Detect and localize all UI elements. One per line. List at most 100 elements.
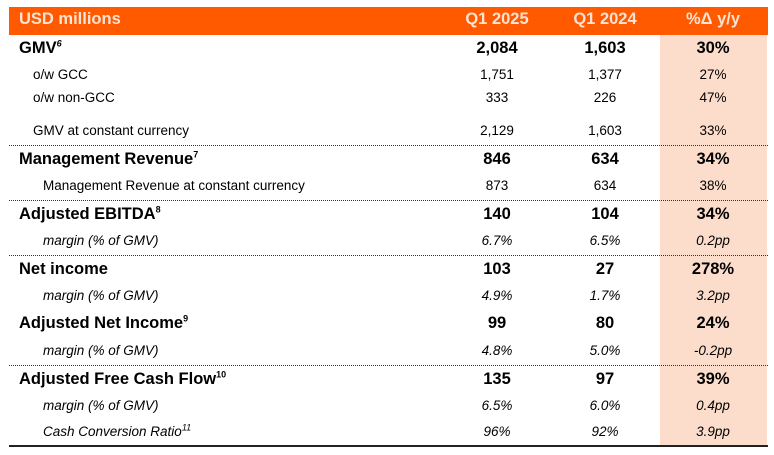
value-q1-2024: 1,603 [584,39,626,57]
table-row: margin (% of GMV) 4.8% 5.0% -0.2pp [0,339,774,363]
value-q1-2025: 135 [483,370,511,388]
table-row: Net income 103 27 278% [0,257,774,281]
row-label: Net income [19,257,108,281]
table-row: margin (% of GMV) 6.5% 6.0% 0.4pp [0,394,774,418]
value-q1-2024: 27 [595,260,615,278]
value-q1-2024: 1.7% [589,288,621,303]
row-label-text: Adjusted Free Cash Flow [19,370,217,388]
footnote-marker: 7 [193,149,199,160]
value-yoy: 34% [696,205,730,223]
value-yoy: 0.2pp [696,233,730,248]
table-bottom-border [9,445,768,447]
row-label-text: Net income [19,260,108,278]
value-yoy: 0.4pp [696,398,730,413]
row-label-text: o/w non-GCC [33,90,115,105]
value-q1-2025: 333 [485,90,509,105]
value-yoy: 34% [696,150,730,168]
footnote-marker: 6 [56,38,62,49]
row-label: GMV at constant currency [33,119,189,143]
row-label: o/w non-GCC [33,86,115,110]
row-label-text: o/w GCC [33,67,88,82]
value-q1-2024: 97 [595,370,615,388]
value-q1-2024: 92% [591,424,619,439]
divider [9,200,768,201]
row-label-text: margin (% of GMV) [43,343,159,358]
row-label: o/w GCC [33,63,88,87]
row-label-text: Management Revenue at constant currency [43,178,305,193]
table-row: margin (% of GMV) 6.7% 6.5% 0.2pp [0,229,774,253]
value-yoy: 27% [699,67,727,82]
value-q1-2024: 1,377 [588,67,622,82]
value-q1-2025: 6.7% [481,233,513,248]
value-q1-2025: 96% [483,424,511,439]
header-units: USD millions [19,10,121,28]
row-label: Adjusted Net Income9 [19,311,188,335]
row-label: Adjusted EBITDA8 [19,202,161,226]
divider [9,255,768,256]
row-label: Management Revenue7 [19,147,198,171]
value-yoy: -0.2pp [693,343,733,358]
row-label-text: GMV [19,39,57,57]
divider [9,145,768,146]
value-q1-2025: 4.9% [481,288,513,303]
value-yoy: 24% [696,314,730,332]
table-row: o/w GCC 1,751 1,377 27% [0,63,774,87]
value-q1-2025: 1,751 [480,67,514,82]
value-yoy: 47% [699,90,727,105]
row-label-text: margin (% of GMV) [43,288,159,303]
value-yoy: 278% [691,260,735,278]
header-yoy: %Δ y/y [685,10,741,28]
table-row: Adjusted Net Income9 99 80 24% [0,311,774,335]
row-label-text: Cash Conversion Ratio [43,424,182,439]
value-q1-2024: 634 [591,150,619,168]
header-q1-2024: Q1 2024 [573,10,637,28]
table-row: Adjusted EBITDA8 140 104 34% [0,202,774,226]
footnote-marker: 11 [181,422,192,433]
footnote-marker: 8 [155,204,161,215]
divider [9,365,768,366]
value-q1-2025: 6.5% [481,398,513,413]
table-row: Cash Conversion Ratio11 96% 92% 3.9pp [0,420,774,444]
row-label: margin (% of GMV) [43,229,159,253]
value-q1-2025: 4.8% [481,343,513,358]
value-yoy: 33% [699,123,727,138]
value-yoy: 39% [696,370,730,388]
row-label-text: margin (% of GMV) [43,398,159,413]
footnote-marker: 10 [216,369,227,380]
value-q1-2025: 846 [483,150,511,168]
table-row: Management Revenue7 846 634 34% [0,147,774,171]
row-label-text: Adjusted Net Income [19,314,184,332]
table-row: GMV at constant currency 2,129 1,603 33% [0,119,774,143]
row-label: Management Revenue at constant currency [43,174,305,198]
value-q1-2024: 6.0% [589,398,621,413]
value-q1-2025: 2,129 [480,123,514,138]
row-label: Adjusted Free Cash Flow10 [19,367,226,391]
table-row: margin (% of GMV) 4.9% 1.7% 3.2pp [0,284,774,308]
value-q1-2024: 634 [593,178,617,193]
table-row: Adjusted Free Cash Flow10 135 97 39% [0,367,774,391]
value-q1-2024: 80 [595,314,615,332]
row-label-text: Management Revenue [19,150,194,168]
value-q1-2024: 1,603 [588,123,622,138]
value-yoy: 3.2pp [696,288,730,303]
header-q1-2025: Q1 2025 [465,10,529,28]
value-q1-2025: 140 [483,205,511,223]
row-label: GMV6 [19,36,62,60]
row-label-text: margin (% of GMV) [43,233,159,248]
row-label: Cash Conversion Ratio11 [43,420,191,444]
table-row: GMV6 2,084 1,603 30% [0,36,774,60]
table-row: o/w non-GCC 333 226 47% [0,86,774,110]
value-q1-2025: 2,084 [476,39,518,57]
footnote-marker: 9 [183,313,189,324]
value-q1-2024: 226 [593,90,617,105]
row-label-text: GMV at constant currency [33,123,190,138]
value-yoy: 30% [696,39,730,57]
value-q1-2025: 99 [487,314,507,332]
row-label: margin (% of GMV) [43,394,159,418]
table-row: Management Revenue at constant currency 8… [0,174,774,198]
value-q1-2025: 873 [485,178,509,193]
yoy-highlight-column [660,35,767,446]
value-yoy: 3.9pp [696,424,730,439]
row-label: margin (% of GMV) [43,339,159,363]
row-label-text: Adjusted EBITDA [19,205,156,223]
